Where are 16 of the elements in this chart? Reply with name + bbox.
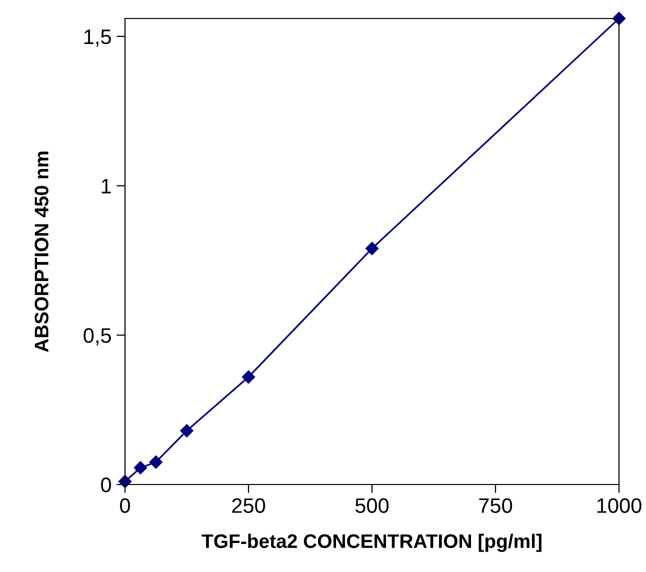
x-tick-label: 750: [479, 498, 512, 513]
point: [134, 461, 148, 474]
y-axis-title: ABSORPTION 450 nm: [34, 152, 48, 352]
point: [242, 370, 256, 384]
x-tick-label: 0: [120, 498, 130, 513]
y-tick-label: 1: [102, 179, 111, 194]
y-tick-label: 0: [101, 478, 111, 492]
x-axis-title: TGF-beta2 CONCENTRATION [pg/ml]: [202, 534, 542, 552]
y-tick-label: 1,5: [84, 30, 111, 47]
x-tick-label: 500: [355, 498, 389, 513]
point: [180, 424, 194, 438]
y-tick-label: 0,5: [84, 328, 111, 346]
x-tick-label: 250: [232, 498, 266, 513]
point: [149, 456, 162, 469]
x-tick-label: 1000: [597, 498, 642, 513]
point: [365, 242, 379, 256]
